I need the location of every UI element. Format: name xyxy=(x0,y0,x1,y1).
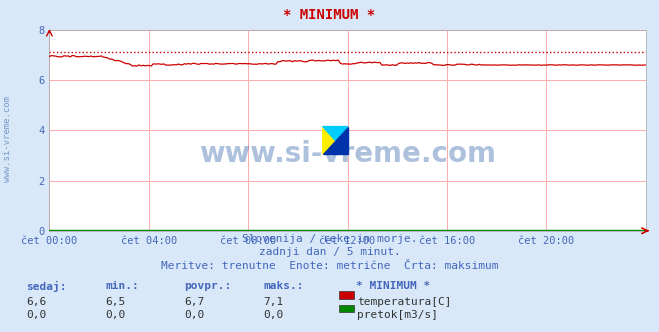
Polygon shape xyxy=(323,126,348,154)
Text: sedaj:: sedaj: xyxy=(26,281,67,291)
Text: temperatura[C]: temperatura[C] xyxy=(357,297,451,307)
Text: 6,6: 6,6 xyxy=(26,297,47,307)
Text: Slovenija / reke in morje.: Slovenija / reke in morje. xyxy=(242,234,417,244)
Text: * MINIMUM *: * MINIMUM * xyxy=(283,8,376,22)
Text: Meritve: trenutne  Enote: metrične  Črta: maksimum: Meritve: trenutne Enote: metrične Črta: … xyxy=(161,261,498,271)
Text: * MINIMUM *: * MINIMUM * xyxy=(356,281,430,290)
Text: www.si-vreme.com: www.si-vreme.com xyxy=(3,96,13,183)
Text: zadnji dan / 5 minut.: zadnji dan / 5 minut. xyxy=(258,247,401,257)
Text: 0,0: 0,0 xyxy=(105,310,126,320)
Text: www.si-vreme.com: www.si-vreme.com xyxy=(199,140,496,168)
Text: 6,7: 6,7 xyxy=(185,297,205,307)
Polygon shape xyxy=(323,126,348,154)
Text: 0,0: 0,0 xyxy=(264,310,284,320)
Text: min.:: min.: xyxy=(105,281,139,290)
Text: maks.:: maks.: xyxy=(264,281,304,290)
Polygon shape xyxy=(323,126,348,154)
Text: 0,0: 0,0 xyxy=(26,310,47,320)
Text: 7,1: 7,1 xyxy=(264,297,284,307)
Text: 0,0: 0,0 xyxy=(185,310,205,320)
Text: 6,5: 6,5 xyxy=(105,297,126,307)
Text: pretok[m3/s]: pretok[m3/s] xyxy=(357,310,438,320)
Text: povpr.:: povpr.: xyxy=(185,281,232,290)
